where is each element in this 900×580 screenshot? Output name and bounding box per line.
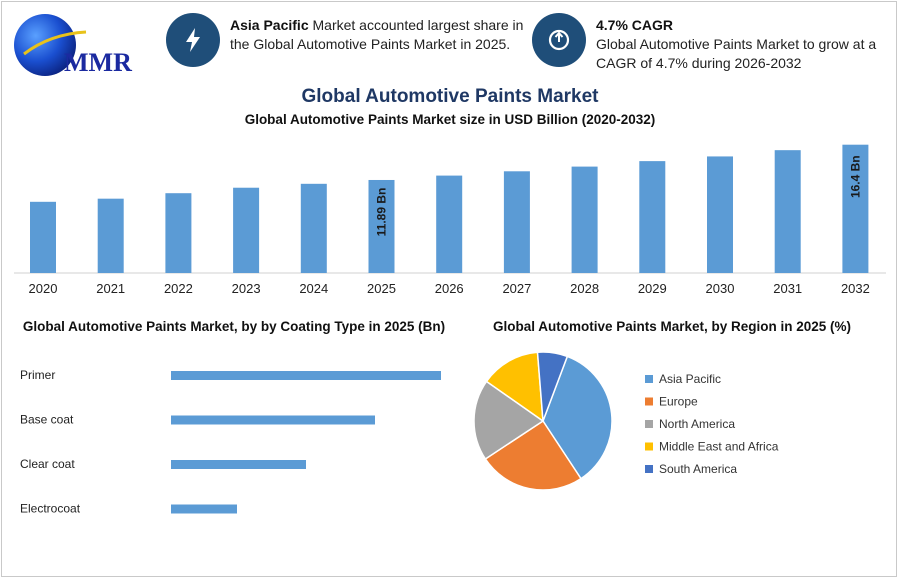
- growth-icon: [532, 13, 586, 67]
- legend-swatch: [645, 420, 653, 428]
- legend-label: Middle East and Africa: [659, 440, 779, 454]
- x-tick-label: 2032: [841, 281, 870, 296]
- legend-label: South America: [659, 462, 737, 476]
- bar-2026: [436, 175, 463, 273]
- bar-2031: [774, 150, 801, 273]
- x-tick-label: 2023: [232, 281, 261, 296]
- bar-2022: [165, 193, 192, 273]
- coating-chart-title: Global Automotive Paints Market, by by C…: [22, 319, 446, 334]
- bar-2023: [233, 187, 260, 273]
- highlight-2-bold: 4.7% CAGR: [596, 17, 674, 33]
- bar-2032: [842, 144, 869, 273]
- region-pie-chart: Asia Pacific Europe North America Middle Ea…: [473, 351, 779, 491]
- bar-2027: [503, 171, 530, 273]
- pie-slice-0: [542, 355, 613, 480]
- coating-bar-2: [171, 460, 306, 469]
- globe-icon: [14, 14, 76, 76]
- x-tick-label: 2028: [570, 281, 599, 296]
- region-chart-title: Global Automotive Paints Market, by Regi…: [492, 319, 852, 334]
- legend-swatch: [645, 397, 653, 406]
- pie-slice-3: [485, 351, 544, 423]
- highlight-1-text: Market accounted largest share in the Gl…: [230, 17, 524, 52]
- bar-2029: [639, 161, 666, 273]
- coating-bar-3: [171, 504, 237, 514]
- pie-slice-4: [536, 351, 569, 422]
- market-size-bar-chart: 2020 2021 2022 2023 2024 2025 11.89 Bn 2026 2027…: [14, 144, 886, 296]
- logo-text: MMR: [64, 48, 132, 77]
- x-tick-label: 2022: [164, 281, 193, 296]
- x-tick-label: 2026: [435, 281, 464, 296]
- logo-swoosh: [23, 30, 87, 56]
- bar-2021: [97, 198, 124, 273]
- x-tick-label: 2024: [299, 281, 328, 296]
- data-label: 11.89 Bn: [375, 188, 389, 237]
- coating-bar-0: [171, 371, 441, 380]
- category-label: Clear coat: [20, 457, 75, 471]
- legend-label: Asia Pacific: [659, 372, 721, 386]
- coating-type-bar-chart: Primer Base coat Clear coat Electrocoat: [20, 368, 441, 516]
- coating-bar-1: [171, 415, 375, 425]
- legend-label: North America: [659, 417, 735, 431]
- header: MMR Asia Pacific Market accounted larges…: [0, 0, 900, 82]
- legend-swatch: [645, 442, 653, 451]
- highlight-cagr: 4.7% CAGR Global Automotive Paints Marke…: [596, 16, 886, 73]
- bar-2030: [707, 156, 733, 273]
- category-label: Primer: [20, 368, 55, 382]
- category-label: Electrocoat: [20, 502, 81, 516]
- highlight-1-bold: Asia Pacific: [230, 17, 309, 33]
- x-tick-label: 2021: [96, 281, 125, 296]
- x-tick-label: 2020: [29, 281, 58, 296]
- bar-2025: [368, 179, 395, 273]
- data-label: 16.4 Bn: [848, 155, 862, 198]
- highlight-asia-pacific: Asia Pacific Market accounted largest sh…: [230, 16, 525, 54]
- lightning-icon: [166, 13, 220, 67]
- highlight-2-text: Global Automotive Paints Market to grow …: [596, 36, 877, 71]
- bar-2024: [300, 183, 327, 273]
- legend-swatch: [645, 465, 653, 473]
- x-tick-label: 2025: [367, 281, 396, 296]
- pie-slice-2: [473, 380, 545, 460]
- main-title: Global Automotive Paints Market: [301, 86, 599, 107]
- x-tick-label: 2029: [638, 281, 667, 296]
- x-tick-label: 2027: [502, 281, 531, 296]
- legend-swatch: [645, 375, 653, 383]
- mmr-logo: MMR: [14, 14, 144, 80]
- pie-slice-1: [484, 419, 582, 491]
- category-label: Base coat: [20, 413, 74, 427]
- bar-2028: [571, 166, 598, 273]
- bar-chart-title: Global Automotive Paints Market size in …: [244, 112, 656, 127]
- legend-label: Europe: [659, 395, 698, 409]
- x-tick-label: 2030: [706, 281, 735, 296]
- bar-2020: [30, 201, 56, 273]
- x-tick-label: 2031: [773, 281, 802, 296]
